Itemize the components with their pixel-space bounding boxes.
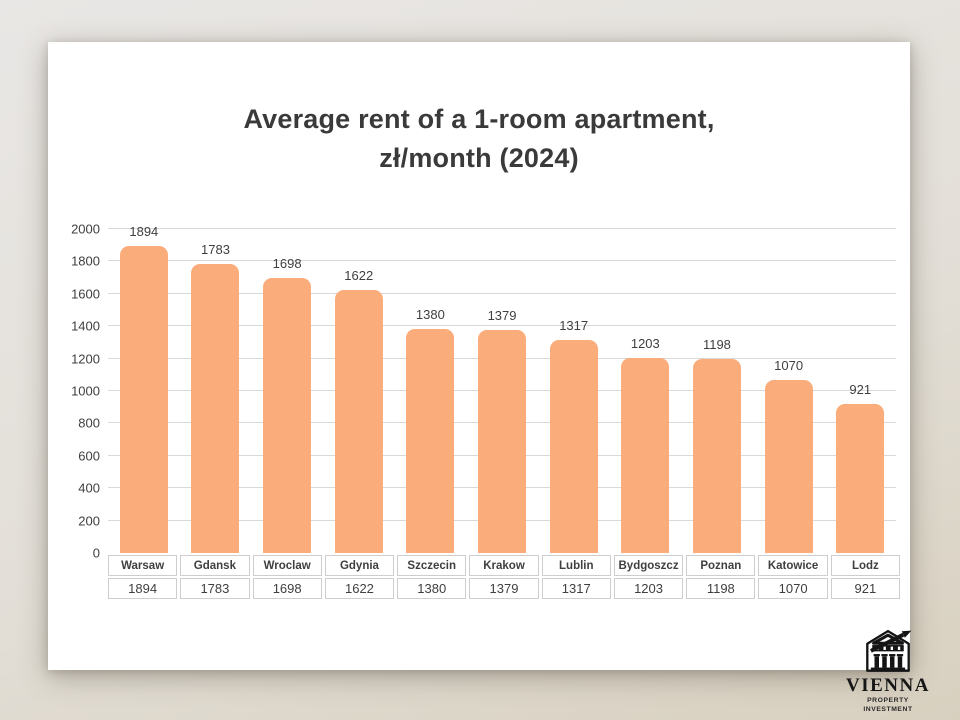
bar-warsaw (119, 246, 168, 553)
bar-series: 1894 1783 1698 1622 1380 1379 1317 1203 1198 1070… (108, 224, 896, 553)
y-tick-label: 1200 (71, 351, 100, 367)
table-city-cell: Warsaw (108, 555, 178, 576)
y-tick-label: 400 (78, 480, 100, 496)
table-city-cell: Lublin (541, 555, 611, 576)
bar-column-krakow: 1379 (466, 229, 538, 553)
company-logo: VIENNA PROPERTY INVESTMENT (842, 626, 934, 714)
plot-area: 1894 1783 1698 1622 1380 1379 1317 1203 1198 1070… (108, 224, 896, 553)
table-city-cell: Szczecin (397, 555, 467, 576)
bank-building-growth-arrow-icon (866, 629, 912, 672)
bar-data-label: 1203 (630, 336, 660, 352)
bar-data-label: 1070 (774, 357, 804, 373)
bar-data-label: 1379 (487, 307, 517, 323)
bar-column-katowice: 1070 (753, 229, 825, 553)
table-city-cell: Gdansk (180, 555, 250, 576)
bar-gdansk (191, 264, 240, 553)
gridline (108, 260, 896, 262)
y-tick-label: 2000 (71, 221, 100, 237)
bar-data-label: 1317 (559, 317, 589, 333)
bar-data-label: 921 (849, 381, 872, 397)
bar-krakow (478, 329, 527, 553)
gridline (108, 292, 896, 294)
y-tick-label: 1400 (71, 318, 100, 334)
table-city-cell: Katowice (758, 555, 828, 576)
bar-column-gdansk: 1783 (180, 229, 252, 553)
bar-data-label: 1198 (702, 336, 731, 352)
presentation-slide: Average rent of a 1-room apartment, zł/m… (48, 42, 910, 670)
table-value-cell: 1317 (541, 578, 611, 599)
y-axis: 0 200 400 600 800 1000 1200 1400 1600 1800 2000 (48, 223, 100, 560)
gridline (108, 228, 896, 229)
gridline (108, 325, 896, 327)
table-city-cell: Poznan (686, 555, 756, 576)
company-tagline: PROPERTY INVESTMENT (863, 697, 913, 713)
table-value-cell: 1203 (613, 578, 684, 599)
bar-lublin (549, 339, 598, 553)
bar-column-gdynia: 1622 (323, 229, 395, 553)
table-city-cell: Gdynia (324, 555, 395, 576)
y-tick-label: 1800 (71, 253, 100, 269)
bar-data-label: 1380 (415, 307, 445, 323)
table-value-cell: 1698 (252, 578, 322, 599)
chart-title-line-2: zł/month (2024) (379, 143, 579, 173)
table-city-cell: Bydgoszcz (613, 555, 684, 576)
table-city-cell: Lodz (830, 555, 900, 576)
bar-column-bydgoszcz: 1203 (609, 229, 681, 553)
bar-katowice (764, 379, 813, 553)
bar-column-wroclaw: 1698 (251, 229, 323, 553)
y-tick-label: 200 (78, 513, 100, 529)
table-value-cell: 921 (830, 578, 900, 599)
table-value-cell: 1783 (180, 578, 250, 599)
table-value-cell: 1070 (758, 578, 828, 599)
bar-data-label: 1783 (201, 242, 230, 258)
bar-wroclaw (263, 277, 312, 553)
y-tick-label: 1600 (71, 286, 100, 302)
bar-szczecin (406, 329, 455, 553)
table-value-cell: 1380 (397, 578, 467, 599)
bar-poznan (692, 358, 741, 553)
bar-data-label: 1894 (129, 224, 159, 240)
y-tick-label: 1000 (71, 383, 100, 399)
bar-data-label: 1698 (272, 255, 302, 271)
table-city-cell: Krakow (469, 555, 539, 576)
table-city-cell: Wroclaw (252, 555, 322, 576)
bar-column-lodz: 921 (824, 229, 896, 553)
table-value-cell: 1894 (108, 578, 178, 599)
bar-bydgoszcz (621, 358, 670, 553)
bar-lodz (836, 403, 885, 553)
bar-column-warsaw: 1894 (108, 224, 180, 553)
company-name: VIENNA (846, 675, 930, 696)
bar-column-szczecin: 1380 (395, 229, 467, 553)
y-tick-label: 600 (78, 448, 100, 464)
chart-title: Average rent of a 1-room apartment, zł/m… (48, 100, 910, 178)
table-value-cell: 1198 (686, 578, 756, 599)
data-table: Warsaw Gdansk Wroclaw Gdynia Szczecin Krakow L… (108, 555, 900, 599)
bar-column-lublin: 1317 (538, 229, 610, 553)
bar-gdynia (334, 290, 383, 553)
chart-title-line-1: Average rent of a 1-room apartment, (243, 104, 715, 134)
bar-data-label: 1622 (344, 268, 374, 284)
table-value-cell: 1379 (469, 578, 539, 599)
y-tick-label: 800 (78, 415, 100, 431)
table-value-cell: 1622 (324, 578, 395, 599)
y-tick-label: 0 (92, 545, 100, 561)
bar-column-poznan: 1198 (681, 229, 753, 553)
